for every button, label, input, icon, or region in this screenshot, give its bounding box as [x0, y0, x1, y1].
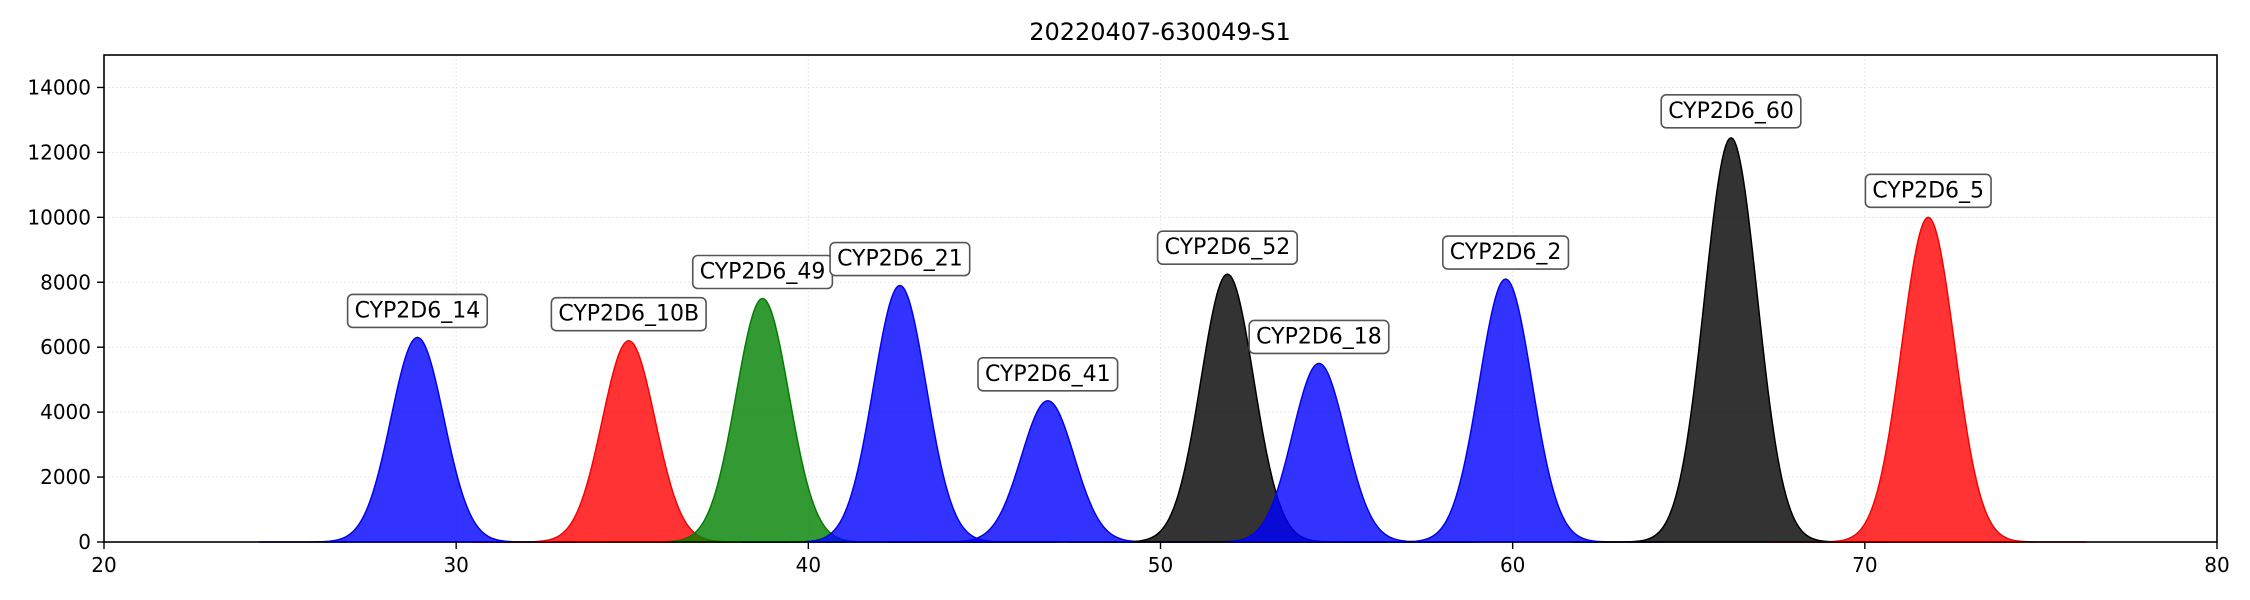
peak-label-box: [829, 241, 971, 277]
y-tick-label: 12000: [27, 140, 91, 164]
peak-label-text: CYP2D6_18: [1256, 324, 1382, 349]
peak-label-text: CYP2D6_10B: [558, 302, 699, 327]
peak-label-box: [1442, 235, 1570, 270]
peak-label-CYP2D6_5: CYP2D6_5: [1864, 173, 1992, 209]
peak-label-box: [550, 296, 707, 332]
y-tick-label: 14000: [27, 75, 91, 99]
y-tick-label: 8000: [40, 270, 91, 294]
peak-label-text: CYP2D6_2: [1450, 240, 1562, 265]
x-tick-label: 20: [91, 553, 116, 577]
peak-label-text: CYP2D6_52: [1165, 235, 1291, 260]
peak-label-box: [977, 356, 1119, 392]
x-tick-label: 60: [1500, 553, 1525, 577]
peak-area-CYP2D6_5: [1769, 216, 2087, 543]
peak-label-text: CYP2D6_21: [837, 247, 963, 272]
peak-label-text: CYP2D6_60: [1668, 99, 1794, 124]
y-tick-label: 0: [78, 530, 91, 554]
peak-label-CYP2D6_14: CYP2D6_14: [346, 293, 489, 329]
peak-area-CYP2D6_60: [1572, 136, 1890, 543]
peak-label-box: [1248, 319, 1390, 355]
x-tick-label: 40: [796, 553, 821, 577]
x-tick-label: 70: [1852, 553, 1877, 577]
peak-areas: [258, 136, 2087, 543]
peak-label-box: [1864, 173, 1992, 209]
peak-label-CYP2D6_52: CYP2D6_52: [1156, 230, 1299, 265]
peak-label-CYP2D6_18: CYP2D6_18: [1248, 319, 1390, 355]
x-tick-label: 30: [443, 553, 468, 577]
peak-label-box: [1156, 230, 1299, 265]
chart-title: 20220407-630049-S1: [1029, 18, 1291, 46]
peak-label-CYP2D6_41: CYP2D6_41: [977, 356, 1119, 392]
peak-label-text: CYP2D6_5: [1872, 178, 1984, 203]
peak-label-text: CYP2D6_14: [355, 298, 481, 323]
peak-area-CYP2D6_14: [258, 336, 576, 543]
y-tick-label: 6000: [40, 335, 91, 359]
peak-area-CYP2D6_2: [1347, 278, 1665, 543]
x-tick-label: 80: [2204, 553, 2229, 577]
axis-ticks: 20 30 40 50 60 70 80 0 2000 4000 6000 8000 10000 1200…: [27, 75, 2229, 577]
peak-label-CYP2D6_60: CYP2D6_60: [1660, 93, 1802, 129]
peak-label-text: CYP2D6_49: [700, 260, 826, 285]
y-tick-label: 10000: [27, 205, 91, 229]
peak-label-CYP2D6_2: CYP2D6_2: [1442, 235, 1570, 270]
peak-label-CYP2D6_49: CYP2D6_49: [691, 254, 834, 290]
peak-label-text: CYP2D6_41: [985, 362, 1111, 387]
x-tick-label: 50: [1148, 553, 1173, 577]
peak-label-CYP2D6_10B: CYP2D6_10B: [550, 296, 707, 332]
peak-label-box: [1660, 93, 1802, 129]
peak-label-CYP2D6_21: CYP2D6_21: [829, 241, 971, 277]
peak-label-box: [346, 293, 489, 329]
y-tick-label: 2000: [40, 465, 91, 489]
y-tick-label: 4000: [40, 400, 91, 424]
grid-lines: [104, 55, 2217, 542]
